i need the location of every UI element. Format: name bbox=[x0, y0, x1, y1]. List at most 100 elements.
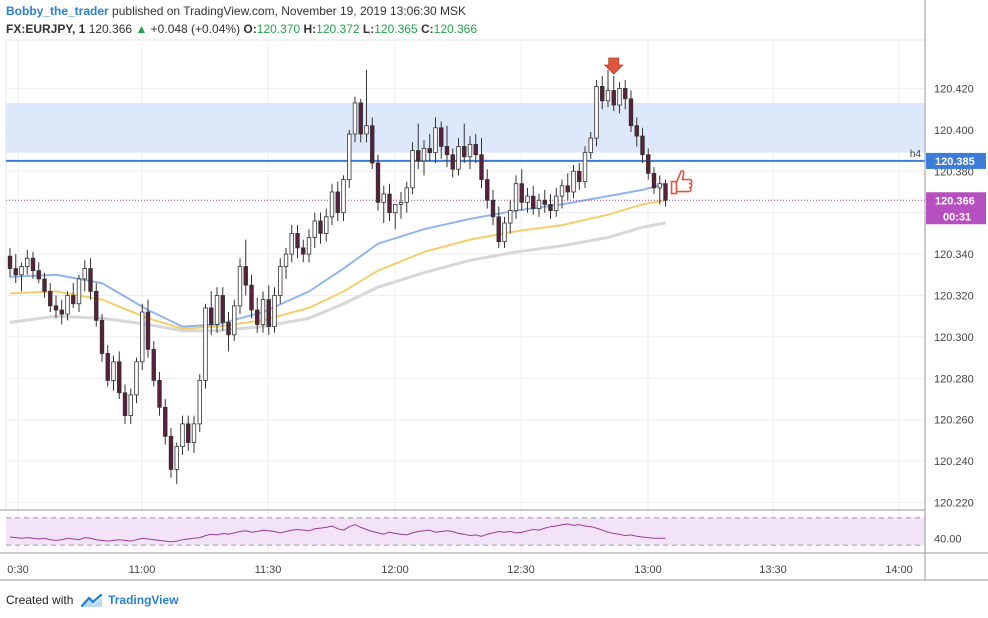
x-tick-label: 11:00 bbox=[129, 564, 156, 576]
candle-body bbox=[628, 98, 634, 127]
tradingview-brand[interactable]: TradingView bbox=[108, 593, 179, 607]
candle-body bbox=[473, 143, 478, 156]
candle-body bbox=[640, 135, 645, 156]
candle bbox=[410, 142, 415, 195]
candle bbox=[7, 247, 13, 277]
level-price-tag bbox=[926, 152, 986, 169]
candle-body bbox=[289, 232, 294, 255]
candle-body bbox=[439, 127, 444, 147]
y-tick-label: 120.220 bbox=[934, 498, 974, 510]
candle-body bbox=[364, 125, 369, 135]
candle-body bbox=[513, 183, 519, 212]
candle-body bbox=[168, 435, 174, 470]
candle-body bbox=[145, 311, 151, 350]
candle bbox=[180, 415, 185, 455]
candle-body bbox=[536, 199, 542, 209]
y-tick-label: 120.260 bbox=[934, 415, 974, 427]
candle bbox=[554, 187, 559, 217]
candle-body bbox=[295, 232, 300, 249]
candle-body bbox=[525, 195, 530, 203]
candle bbox=[42, 272, 47, 298]
candle-body bbox=[209, 307, 214, 325]
candle bbox=[295, 225, 300, 259]
candle bbox=[467, 136, 473, 170]
candle bbox=[324, 208, 329, 242]
candle bbox=[289, 225, 294, 263]
x-tick-label: 14:00 bbox=[885, 564, 913, 576]
candle-body bbox=[393, 203, 398, 214]
low-value: 120.365 bbox=[374, 22, 418, 36]
candle bbox=[582, 146, 588, 188]
candle bbox=[94, 283, 99, 327]
candle bbox=[214, 287, 220, 333]
candle-body bbox=[36, 270, 41, 280]
candle-body bbox=[13, 268, 18, 276]
candle bbox=[220, 287, 225, 331]
moving-averages bbox=[9, 182, 666, 333]
candle-body bbox=[76, 278, 82, 305]
candle bbox=[485, 169, 490, 209]
candle-body bbox=[306, 237, 312, 255]
candle-body bbox=[42, 278, 47, 292]
current-price-text: 120.366 bbox=[935, 195, 975, 207]
resistance-zone bbox=[6, 102, 925, 153]
candles bbox=[7, 69, 668, 484]
candle bbox=[186, 415, 191, 451]
candle-body bbox=[416, 150, 421, 162]
author-name[interactable]: Bobby_the_trader bbox=[6, 4, 109, 18]
candle bbox=[157, 372, 162, 416]
candle bbox=[301, 239, 306, 263]
candle-body bbox=[646, 154, 651, 174]
candle bbox=[53, 295, 59, 319]
candle-body bbox=[111, 361, 116, 381]
ema-fast-line bbox=[9, 182, 666, 328]
candle-body bbox=[48, 290, 53, 307]
candle bbox=[13, 254, 18, 284]
x-tick-label: 12:30 bbox=[507, 564, 535, 576]
close-label: C: bbox=[420, 22, 434, 36]
candle bbox=[82, 260, 87, 292]
candle bbox=[398, 191, 404, 219]
candle bbox=[456, 138, 461, 176]
candle bbox=[122, 384, 128, 424]
y-tick-label: 120.380 bbox=[934, 166, 974, 178]
candle-body bbox=[387, 193, 392, 214]
candle bbox=[513, 175, 519, 219]
candle bbox=[306, 229, 312, 263]
change-value: +0.048 (+0.04%) bbox=[150, 22, 241, 36]
candle bbox=[358, 98, 363, 143]
candle-body bbox=[266, 299, 271, 327]
candle bbox=[628, 90, 634, 132]
candle-body bbox=[99, 319, 105, 354]
candle bbox=[416, 123, 421, 170]
open-value: 120.370 bbox=[256, 22, 301, 36]
candle-body bbox=[531, 195, 536, 209]
candle-body bbox=[128, 394, 133, 416]
candle bbox=[111, 355, 116, 391]
candle-body bbox=[347, 133, 352, 180]
candle bbox=[542, 189, 547, 213]
candle-body bbox=[594, 85, 599, 139]
candle bbox=[450, 148, 455, 178]
close-value: 120.366 bbox=[433, 22, 478, 36]
candle bbox=[335, 181, 340, 221]
candle bbox=[48, 283, 53, 313]
candle bbox=[375, 154, 381, 211]
candle bbox=[462, 123, 467, 163]
candle bbox=[255, 297, 260, 333]
x-tick-label: 12:00 bbox=[381, 564, 409, 576]
rsi-band bbox=[6, 517, 925, 546]
y-tick-label: 120.340 bbox=[934, 249, 974, 261]
candle bbox=[490, 189, 496, 226]
candle-body bbox=[82, 268, 87, 280]
candle-body bbox=[421, 148, 427, 162]
candle bbox=[588, 131, 593, 159]
candle-body bbox=[214, 295, 220, 325]
y-tick-label: 120.420 bbox=[934, 83, 974, 95]
candle bbox=[237, 258, 243, 315]
level-lines: h4 bbox=[6, 149, 925, 201]
candle bbox=[25, 249, 30, 275]
candle-body bbox=[226, 322, 231, 336]
high-value: 120.372 bbox=[316, 22, 360, 36]
